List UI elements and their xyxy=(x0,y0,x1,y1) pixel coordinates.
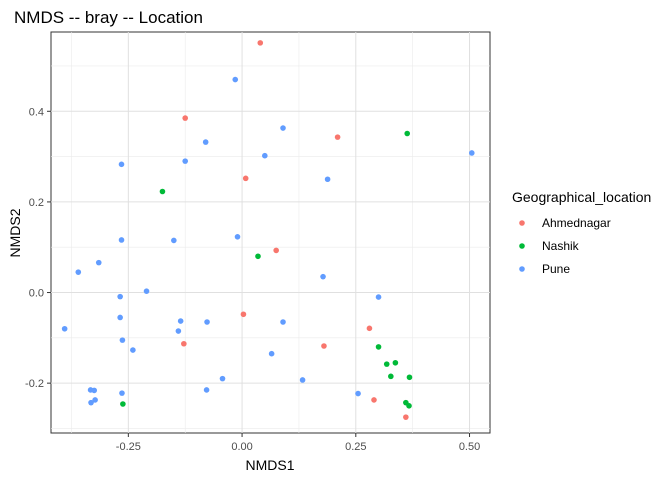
point-pune xyxy=(234,234,241,240)
point-ahmednagar xyxy=(273,247,279,254)
point-pune xyxy=(262,152,268,159)
point-ahmednagar xyxy=(181,340,187,347)
point-ahmednagar xyxy=(334,134,341,140)
chart-title: NMDS -- bray -- Location xyxy=(14,8,203,27)
point-pune xyxy=(91,387,98,394)
x-tick-label: -0.25 xyxy=(116,441,141,453)
point-pune xyxy=(280,319,286,325)
y-tick-label: -0.2 xyxy=(25,378,44,390)
point-pune xyxy=(375,294,382,300)
point-pune xyxy=(177,318,184,324)
point-ahmednagar xyxy=(257,40,264,46)
point-pune xyxy=(204,319,210,325)
major-gridlines xyxy=(51,32,490,433)
point-pune xyxy=(143,288,150,294)
point-pune xyxy=(299,377,306,383)
point-nashik xyxy=(120,401,126,407)
point-ahmednagar xyxy=(371,397,377,403)
point-pune xyxy=(117,293,123,300)
point-pune xyxy=(232,76,239,83)
point-ahmednagar xyxy=(240,311,247,318)
point-ahmednagar xyxy=(182,115,189,121)
y-axis-title: NMDS2 xyxy=(7,208,23,257)
point-pune xyxy=(324,176,331,183)
legend-title: Geographical_location xyxy=(512,189,651,205)
point-pune xyxy=(75,269,82,275)
legend-key-nashik xyxy=(519,243,525,249)
point-pune xyxy=(61,325,68,332)
point-nashik xyxy=(159,188,166,195)
point-pune xyxy=(469,150,475,156)
x-axis-title: NMDS1 xyxy=(245,457,294,473)
x-axis: -0.25 0.00 0.25 0.50 xyxy=(116,433,480,453)
point-pune xyxy=(130,347,136,353)
point-ahmednagar xyxy=(321,343,327,349)
legend-label-nashik: Nashik xyxy=(542,239,580,253)
point-pune xyxy=(92,397,98,403)
plot-panel xyxy=(50,31,491,434)
point-nashik xyxy=(375,344,382,350)
x-tick-label: 0.25 xyxy=(345,441,366,453)
legend-key-ahmednagar xyxy=(519,220,525,226)
y-tick-label: 0.4 xyxy=(29,106,44,118)
point-nashik xyxy=(388,373,394,380)
point-pune xyxy=(268,350,275,357)
legend-items: Ahmednagar Nashik Pune xyxy=(519,216,611,276)
legend-label-ahmednagar: Ahmednagar xyxy=(542,216,611,230)
y-tick-label: 0.2 xyxy=(29,197,44,209)
minor-gridlines xyxy=(51,32,490,433)
point-nashik xyxy=(383,361,390,367)
point-pune xyxy=(320,273,326,280)
point-pune xyxy=(219,375,226,382)
point-pune xyxy=(117,314,123,321)
point-ahmednagar xyxy=(366,325,373,332)
legend: Geographical_location Ahmednagar Nashik Pu… xyxy=(512,189,651,276)
panel-border xyxy=(50,31,491,434)
point-ahmednagar xyxy=(403,414,409,420)
point-pune xyxy=(118,161,125,168)
point-pune xyxy=(202,139,209,145)
point-pune xyxy=(88,399,94,406)
data-points xyxy=(61,40,475,420)
point-nashik xyxy=(392,359,399,366)
point-nashik xyxy=(255,253,261,260)
point-nashik xyxy=(404,130,411,137)
point-pune xyxy=(119,390,125,396)
point-pune xyxy=(355,390,361,397)
legend-label-pune: Pune xyxy=(542,262,570,276)
point-nashik xyxy=(406,403,412,409)
point-pune xyxy=(118,237,125,243)
y-tick-label: 0.0 xyxy=(29,288,44,300)
point-nashik xyxy=(406,374,413,381)
point-pune xyxy=(119,337,126,343)
point-pune xyxy=(175,328,182,334)
point-ahmednagar xyxy=(242,175,249,182)
point-pune xyxy=(95,259,102,266)
x-tick-label: 0.50 xyxy=(459,441,480,453)
x-tick-label: 0.00 xyxy=(231,441,252,453)
legend-key-pune xyxy=(519,266,525,272)
point-pune xyxy=(280,125,286,131)
point-pune xyxy=(182,158,189,164)
y-axis: -0.2 0.0 0.2 0.4 xyxy=(25,106,51,390)
point-pune xyxy=(203,387,210,393)
point-pune xyxy=(171,237,177,244)
